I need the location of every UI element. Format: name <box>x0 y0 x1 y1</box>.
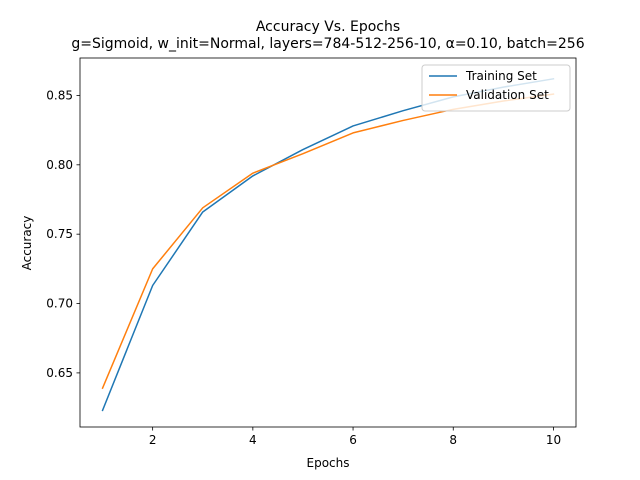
x-tick-label: 6 <box>349 433 357 447</box>
legend: Training Set Validation Set <box>421 64 571 112</box>
x-tick-label: 10 <box>546 433 561 447</box>
y-axis-label: Accuracy <box>20 216 34 271</box>
y-tick-label: 0.75 <box>46 227 73 241</box>
x-axis-label: Epochs <box>307 456 350 470</box>
legend-label-0: Training Set <box>465 69 537 83</box>
y-tick-label: 0.70 <box>46 297 73 311</box>
x-tick-label: 2 <box>149 433 157 447</box>
y-tick-label: 0.65 <box>46 366 73 380</box>
chart-subtitle: g=Sigmoid, w_init=Normal, layers=784-512… <box>71 36 584 52</box>
legend-label-1: Validation Set <box>466 88 549 102</box>
axes: 2 4 6 8 10 0.65 0.70 0.75 0.80 0.85 <box>46 57 577 447</box>
x-tick-label: 4 <box>249 433 257 447</box>
y-tick-label: 0.80 <box>46 158 73 172</box>
axes-frame <box>79 57 577 428</box>
x-tick-label: 8 <box>449 433 457 447</box>
chart-title: Accuracy Vs. Epochs <box>256 19 400 35</box>
y-tick-label: 0.85 <box>46 88 73 102</box>
legend-box <box>421 64 571 112</box>
